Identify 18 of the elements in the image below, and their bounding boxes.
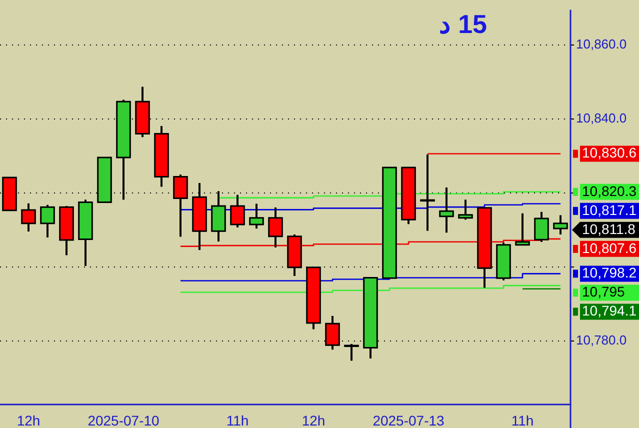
x-tick-label: 11h [511,412,534,428]
x-tick-label: 11h [226,412,249,428]
x-tick-label: 2025-07-10 [88,412,160,428]
legend-label: 10,817.1 [582,202,637,218]
legend-label: 10,794.1 [582,302,637,319]
x-tick-label: 2025-07-13 [372,412,445,428]
chart-title: 15 د [438,9,487,40]
legend-label: 10,830.6 [582,144,637,161]
legend-label: 10,798.2 [582,264,637,281]
legend-label: 10,807.6 [582,240,637,256]
legend-label: 10,820.3 [582,182,637,199]
y-tick-label: 10,780.0 [576,332,627,348]
y-tick-label: 10,840.0 [576,110,627,126]
text: 10,811.8 [582,220,636,237]
x-tick-label: 12h [16,412,40,428]
legend-label: 10,795 [582,284,626,300]
x-tick-label: 12h [302,412,326,428]
y-tick-label: 10,860.0 [576,36,627,52]
